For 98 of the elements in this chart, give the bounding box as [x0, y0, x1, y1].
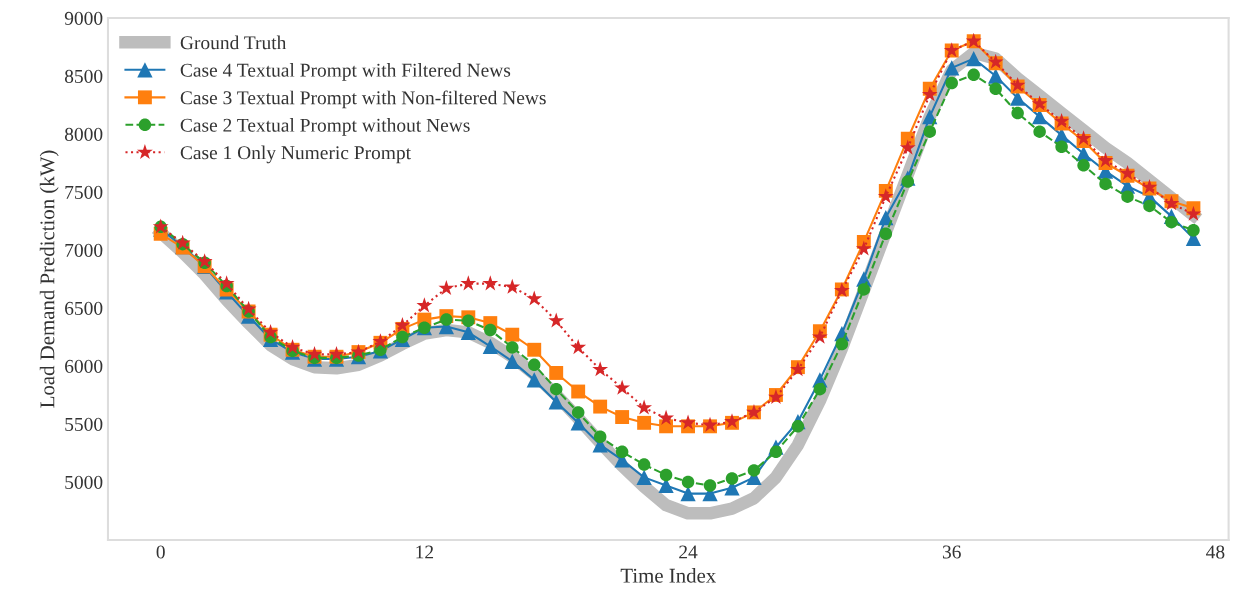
point — [637, 415, 652, 430]
point — [549, 366, 564, 380]
point — [482, 338, 498, 354]
x-tick-label: 24 — [679, 545, 698, 559]
point — [549, 382, 563, 396]
point — [394, 317, 411, 333]
point — [548, 394, 564, 410]
point — [899, 139, 916, 155]
x-tick-label: 48 — [1206, 545, 1225, 559]
y-axis-title: Load Demand Prediction (kW) — [39, 150, 59, 408]
legend-label: Case 1 Only Numeric Prompt — [180, 145, 411, 164]
point — [506, 341, 519, 354]
point — [878, 209, 894, 226]
point — [527, 358, 541, 372]
point — [614, 379, 631, 395]
point — [1055, 140, 1068, 154]
point — [769, 445, 783, 459]
point — [791, 420, 805, 433]
point — [1121, 190, 1134, 203]
point — [659, 468, 673, 482]
y-tick-label: 5500 — [65, 417, 103, 431]
point — [505, 327, 520, 342]
point — [811, 328, 828, 344]
legend-label: Ground Truth — [180, 35, 287, 50]
point — [923, 125, 937, 138]
y-tick-label: 5000 — [65, 475, 103, 489]
point — [855, 240, 872, 256]
point — [680, 414, 696, 430]
point — [1097, 152, 1114, 168]
point — [504, 353, 520, 369]
x-tick-label: 0 — [156, 545, 165, 559]
point — [681, 475, 695, 489]
point — [945, 76, 958, 90]
legend-label: Case 3 Textual Prompt with Non-filtered News — [180, 90, 546, 109]
point — [967, 68, 980, 82]
point — [593, 399, 608, 414]
y-tick-label: 8500 — [64, 69, 103, 83]
x-tick-label: 36 — [942, 545, 961, 559]
point — [877, 188, 894, 204]
point — [966, 50, 982, 67]
point — [636, 399, 653, 415]
y-tick-label: 8000 — [64, 127, 103, 141]
point — [460, 275, 477, 291]
point — [813, 382, 827, 396]
y-tick-label: 9000 — [64, 11, 103, 25]
point — [835, 337, 849, 351]
point — [747, 464, 761, 477]
point — [571, 406, 585, 419]
point — [922, 108, 938, 125]
point — [571, 384, 586, 399]
y-tick-label: 6000 — [65, 359, 103, 373]
point — [527, 342, 542, 357]
point — [218, 275, 235, 291]
legend-label: Case 2 Textual Prompt without News — [180, 118, 470, 136]
point — [1187, 224, 1200, 237]
point — [504, 278, 521, 294]
point — [944, 60, 960, 76]
point — [703, 479, 717, 492]
point — [1185, 205, 1202, 221]
y-tick-label: 7000 — [65, 243, 103, 257]
point — [570, 339, 587, 355]
point — [615, 445, 629, 459]
legend-label: Case 4 Textual Prompt with Filtered News — [180, 63, 511, 81]
point — [484, 323, 497, 337]
point — [1075, 130, 1092, 146]
point — [615, 410, 630, 424]
point — [526, 290, 543, 306]
point — [1011, 106, 1024, 120]
point — [548, 312, 565, 328]
point — [592, 361, 609, 377]
point — [593, 430, 607, 444]
point — [1033, 125, 1046, 138]
point — [1077, 159, 1090, 172]
point — [438, 279, 455, 296]
point — [416, 297, 433, 313]
point — [1165, 215, 1178, 229]
point — [440, 313, 453, 326]
x-tick-label: 12 — [416, 545, 434, 559]
point — [636, 469, 652, 485]
point — [1053, 112, 1070, 128]
point — [879, 227, 893, 241]
point — [989, 82, 1002, 96]
point — [1143, 199, 1156, 213]
point — [240, 300, 257, 316]
point — [658, 409, 675, 425]
point — [988, 68, 1004, 84]
y-tick-label: 6500 — [65, 301, 103, 315]
point — [637, 458, 651, 471]
point — [857, 283, 871, 296]
point — [482, 275, 499, 291]
point — [921, 86, 938, 102]
point — [1099, 177, 1112, 191]
x-axis-title: Time Index — [620, 568, 716, 583]
y-tick-label: 7500 — [65, 185, 103, 199]
point — [725, 472, 739, 485]
point — [901, 175, 915, 188]
point — [526, 372, 542, 388]
point — [462, 314, 475, 328]
